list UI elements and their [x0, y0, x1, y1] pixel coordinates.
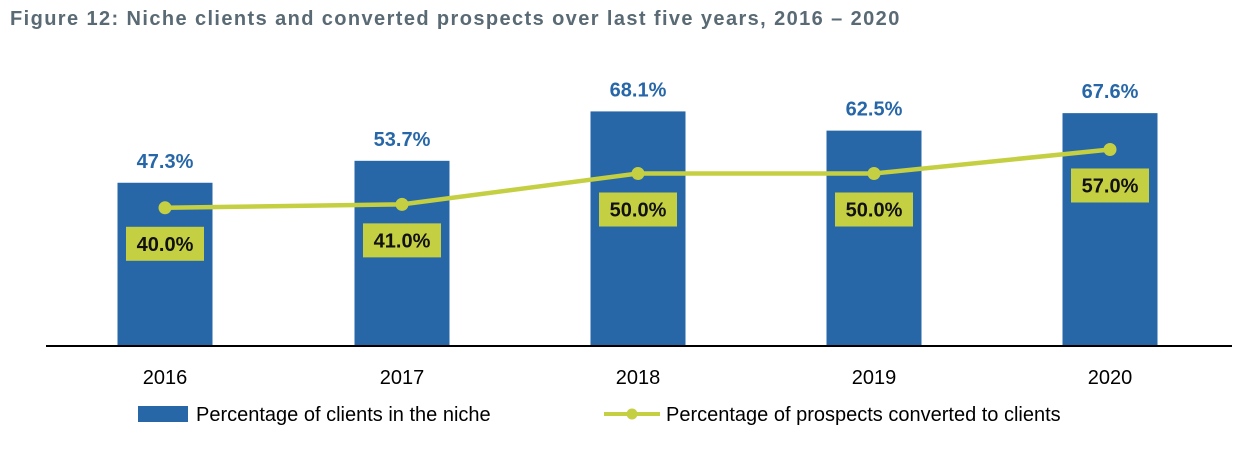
line-label-box-2020 [1071, 168, 1149, 203]
line-value-label-2018: 50.0% [610, 200, 667, 222]
line-label-box-2019 [835, 192, 913, 227]
chart-title: Figure 12: Niche clients and converted p… [10, 8, 901, 30]
legend-line-marker [626, 408, 638, 420]
line-value-label-2016: 40.0% [137, 234, 194, 256]
ticks-layer: 2016 2017 2018 2019 2020 [143, 367, 1133, 389]
bars-layer [117, 111, 1158, 346]
bar-value-label-2020: 67.6% [1082, 81, 1139, 103]
line-marker-2018 [631, 167, 645, 180]
line-marker-2017 [395, 197, 409, 211]
bar-value-label-2019: 62.5% [846, 99, 903, 121]
line-label-box-2018 [599, 192, 677, 227]
line-label-box-2017 [363, 223, 441, 258]
line-value-label-2017: 41.0% [374, 230, 431, 252]
x-tick-label-2018: 2018 [616, 367, 661, 389]
x-tick-label-2017: 2017 [380, 367, 425, 389]
legend-bar-swatch [138, 406, 188, 422]
line-layer [158, 142, 1117, 215]
x-tick-label-2016: 2016 [143, 367, 188, 389]
legend-bar-label: Percentage of clients in the niche [196, 404, 491, 426]
x-tick-label-2019: 2019 [852, 367, 897, 389]
legend: Percentage of clients in the niche Perce… [138, 404, 1061, 426]
labels-layer: 47.3% 53.7% 68.1% 62.5% 67.6% 40.0% 41.0% 50.0%… [126, 79, 1149, 261]
line-marker-2019 [867, 167, 881, 180]
bar-value-label-2016: 47.3% [137, 151, 194, 173]
line-value-label-2020: 57.0% [1082, 175, 1139, 197]
bar-value-label-2017: 53.7% [374, 129, 431, 151]
legend-line-label: Percentage of prospects converted to cli… [666, 404, 1061, 426]
x-tick-label-2020: 2020 [1088, 367, 1133, 389]
line-marker-2020 [1103, 142, 1117, 156]
line-marker-2016 [158, 201, 172, 215]
line-value-label-2019: 50.0% [846, 200, 903, 222]
bar-2019 [826, 130, 922, 345]
line-label-box-2016 [126, 226, 204, 261]
bar-value-label-2018: 68.1% [610, 79, 667, 101]
bar-2018 [590, 111, 686, 346]
